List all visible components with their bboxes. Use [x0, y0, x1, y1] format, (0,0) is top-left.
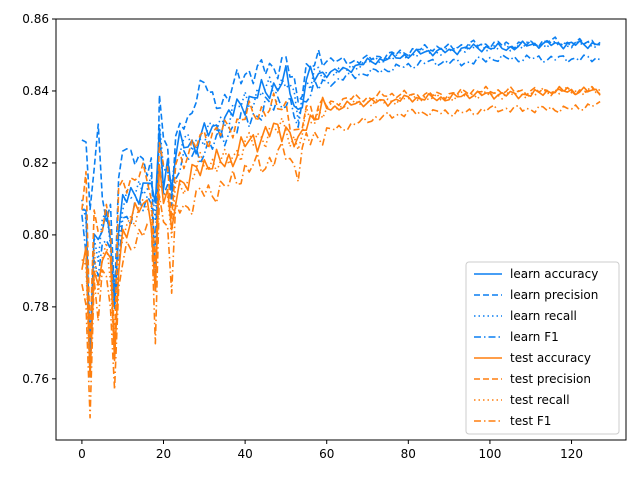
legend-label: learn accuracy — [510, 267, 598, 281]
series-line-test-recall — [81, 86, 601, 380]
legend-label: test F1 — [510, 414, 551, 428]
legend-label: learn precision — [510, 288, 598, 302]
legend-label: test precision — [510, 372, 591, 386]
legend: learn accuracy learn precision learn recal… — [465, 261, 620, 435]
y-tick-label: 0.78 — [22, 300, 49, 314]
x-tick-label: 0 — [78, 447, 86, 461]
y-axis: 0.76 0.78 0.80 0.82 0.84 0.86 — [22, 12, 56, 386]
x-axis: 0 20 40 60 80 100 120 — [78, 440, 583, 461]
legend-box — [465, 261, 620, 435]
x-tick-label: 20 — [156, 447, 171, 461]
x-tick-label: 40 — [237, 447, 252, 461]
series-line-test-f1 — [81, 100, 601, 419]
y-tick-label: 0.80 — [22, 228, 49, 242]
x-tick-label: 100 — [478, 447, 501, 461]
legend-label: learn recall — [510, 309, 577, 323]
series-layer — [81, 36, 601, 419]
series-line-learn-recall — [81, 40, 601, 345]
x-tick-label: 60 — [319, 447, 334, 461]
plot-frame — [55, 18, 627, 441]
x-tick-label: 120 — [560, 447, 583, 461]
y-tick-label: 0.84 — [22, 84, 49, 98]
x-tick-label: 80 — [401, 447, 416, 461]
series-line-test-precision — [81, 85, 601, 348]
legend-label: learn F1 — [510, 330, 559, 344]
legend-label: test accuracy — [510, 351, 591, 365]
y-tick-label: 0.86 — [22, 12, 49, 26]
y-tick-label: 0.82 — [22, 156, 49, 170]
y-tick-label: 0.76 — [22, 372, 49, 386]
series-line-test-accuracy — [81, 85, 601, 377]
legend-label: test recall — [510, 393, 570, 407]
